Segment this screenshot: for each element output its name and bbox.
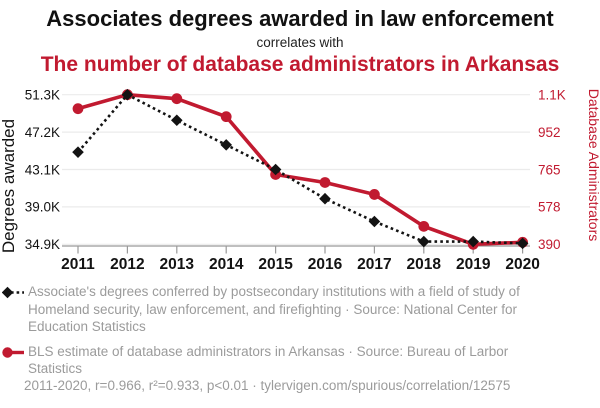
data-point-circle [319,177,331,188]
stats-and-source-url: 2011-2020, r=0.966, r²=0.933, p<0.01 · t… [24,378,511,393]
chart-title: Associates degrees awarded in law enforc… [46,6,554,31]
data-point-diamond [121,88,134,101]
x-axis-year-label: 2014 [209,256,244,273]
chart-connector-text: correlates with [256,35,344,50]
y-axis-title-left: Degrees awarded [0,119,18,253]
y-axis-tick-left: 47.2K [25,125,60,140]
data-point-diamond [269,163,282,176]
data-point-diamond [368,215,381,228]
series-line-diamond [77,93,523,245]
y-axis-tick-left: 43.1K [25,162,60,177]
x-axis-year-label: 2018 [407,256,442,273]
legend-item-degrees: Associate's degrees conferred by postsec… [2,283,598,336]
x-axis-year-label: 2011 [61,256,95,273]
data-point-diamond [171,114,183,127]
y-axis-tick-right: 390 [538,237,561,252]
data-point-circle [369,189,380,200]
y-axis-title-right: Database Administrators [586,89,600,242]
legend-item-admins: BLS estimate of database administrators … [2,343,598,378]
data-point-diamond [220,139,232,151]
x-axis-year-label: 2016 [308,256,343,273]
data-point-diamond [418,235,430,248]
legend-label-degrees: Associate's degrees conferred by postsec… [28,284,520,334]
series-line-circle [77,92,523,247]
legend-label-admins: BLS estimate of database administrators … [28,343,509,377]
data-point-circle [220,111,232,123]
chart-legend: Associate's degrees conferred by postsec… [2,283,598,378]
y-axis-tick-left: 39.0K [25,200,60,215]
diamond-marker [2,286,14,299]
solid-line-circle-icon [2,346,24,358]
circle-marker [2,346,13,358]
y-axis-tick-right: 765 [538,162,561,177]
data-point-diamond [319,192,331,205]
chart-subtitle-red: The number of database administrators in… [40,53,560,76]
x-axis-year-label: 2019 [456,256,491,273]
x-axis-year-label: 2013 [160,256,195,273]
x-axis-year-label: 2017 [357,256,391,273]
x-axis-year-label: 2020 [505,256,539,273]
data-point-diamond [467,235,479,248]
line-chart-plot: 51.3K 1.1K 47.2K 952 43.1K 765 39.0K 578 34.9K 39… [0,88,600,274]
x-axis-year-label: 2012 [110,256,144,273]
data-point-circle [72,103,84,115]
data-point-diamond [72,146,84,158]
x-axis-year-label: 2015 [258,256,293,273]
data-point-circle [171,93,183,105]
y-axis-tick-right: 1.1K [538,88,566,103]
dotted-line-diamond-icon [2,286,24,299]
y-axis-tick-left: 34.9K [25,237,60,252]
y-axis-tick-right: 952 [538,125,561,140]
y-axis-tick-right: 578 [538,200,561,215]
y-axis-tick-left: 51.3K [25,88,60,103]
data-point-circle [418,220,430,232]
chart-header: Associates degrees awarded in law enforc… [0,0,600,77]
